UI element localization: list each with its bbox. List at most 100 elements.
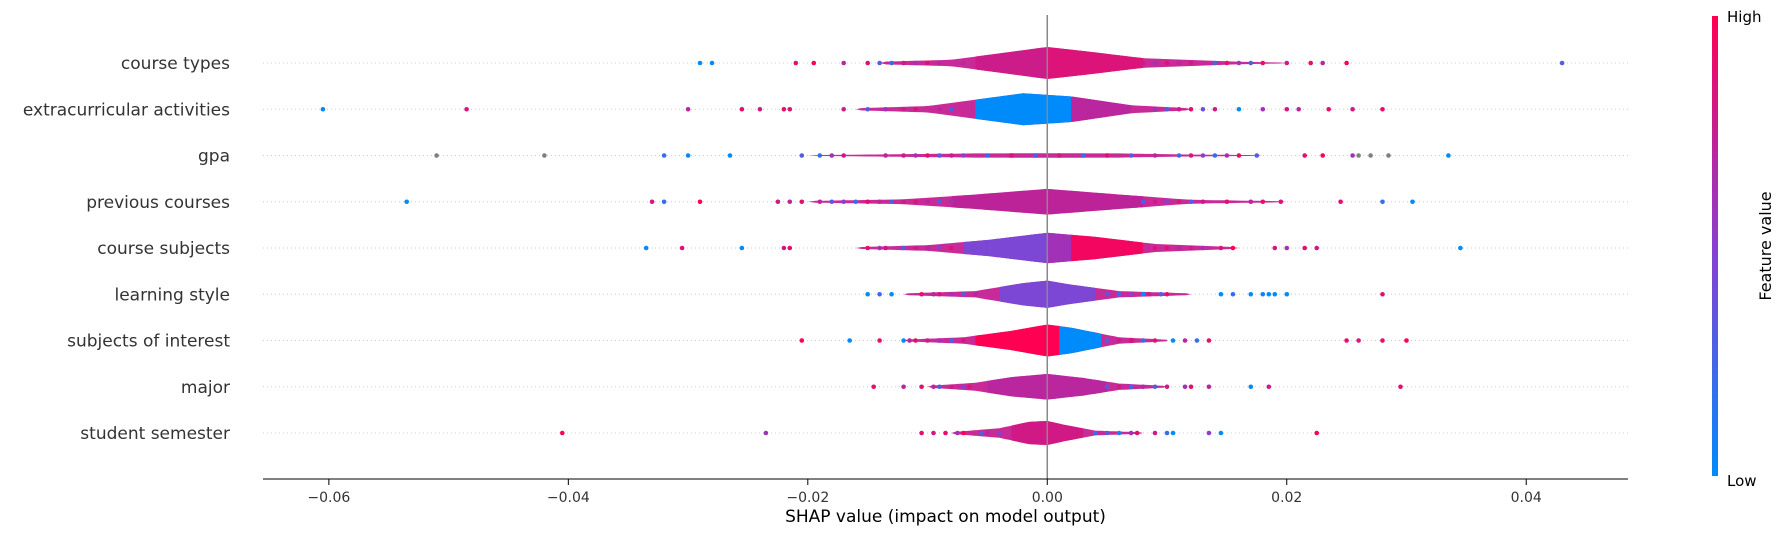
shap-point (1200, 153, 1206, 158)
shap-point (1200, 106, 1206, 112)
shap-point (1380, 106, 1385, 112)
shap-point (1218, 291, 1224, 297)
shap-point (1260, 291, 1266, 297)
shap-point (1164, 430, 1170, 436)
x-tick-label: −0.06 (307, 490, 350, 506)
shap-point (1266, 291, 1272, 297)
shap-point (937, 384, 942, 390)
shap-point (877, 291, 882, 297)
shap-point (811, 60, 817, 66)
shap-point (1212, 153, 1218, 158)
shap-point (1188, 384, 1194, 390)
shap-point (1284, 291, 1290, 297)
shap-point (1284, 245, 1290, 251)
shap-point (1446, 153, 1451, 158)
shap-point (877, 199, 882, 205)
feature-label: gpa (198, 147, 230, 167)
shap-point (1128, 291, 1134, 297)
shap-point (955, 430, 960, 436)
colorbar-high-label: High (1727, 8, 1761, 26)
shap-point (973, 291, 978, 297)
scatter-points (320, 60, 1565, 436)
colorbar-low-label: Low (1727, 472, 1757, 490)
shap-point (1176, 199, 1182, 205)
shap-point (847, 338, 852, 343)
shap-point (985, 430, 990, 436)
shap-point (1218, 245, 1224, 251)
violin-segment (963, 232, 1048, 264)
shap-point (799, 199, 805, 205)
shap-point (1404, 338, 1409, 343)
shap-point (1152, 106, 1158, 112)
shap-point (1152, 245, 1158, 251)
x-tick-label: 0.04 (1511, 490, 1542, 506)
shap-point (919, 384, 924, 390)
shap-point (985, 153, 990, 158)
x-axis-title: SHAP value (impact on model output) (785, 507, 1106, 527)
shap-point (1206, 384, 1212, 390)
shap-point (901, 338, 906, 343)
shap-point (1272, 291, 1278, 297)
shap-point (961, 384, 966, 390)
feature-label: student semester (80, 424, 230, 444)
shap-point (757, 106, 763, 112)
shap-point (937, 60, 942, 66)
shap-point (817, 153, 823, 158)
shap-point (685, 153, 691, 158)
shap-point (697, 199, 703, 205)
shap-point (1224, 60, 1230, 66)
violin-segment (975, 324, 1060, 357)
colorbar: High Low Feature value (1712, 8, 1775, 490)
shap-point (865, 199, 870, 205)
shap-point (1314, 430, 1319, 436)
shap-point (883, 153, 888, 158)
shap-point (1230, 291, 1236, 297)
shap-point (913, 60, 918, 66)
shap-point (1224, 199, 1230, 205)
shap-point (1308, 60, 1313, 66)
shap-point (1164, 60, 1170, 66)
shap-point (1116, 430, 1122, 436)
x-tick-label: 0.00 (1032, 490, 1063, 506)
feature-label: subjects of interest (67, 332, 230, 352)
shap-point (901, 60, 906, 66)
shap-point (919, 291, 924, 297)
shap-point (949, 199, 954, 205)
shap-point (1206, 430, 1212, 436)
shap-point (949, 245, 954, 251)
shap-point (871, 384, 876, 390)
x-axis-ticks: −0.06 −0.04 −0.02 0.00 0.02 0.04 (307, 479, 1542, 506)
shap-point (1140, 338, 1146, 343)
shap-point (320, 106, 326, 112)
shap-point (889, 60, 894, 66)
shap-point (542, 153, 547, 158)
shap-point (901, 199, 906, 205)
feature-label: learning style (114, 285, 230, 305)
feature-label: previous courses (86, 193, 230, 213)
shap-point (931, 384, 936, 390)
shap-point (925, 199, 930, 205)
shap-point (1344, 60, 1349, 66)
shap-point (1380, 199, 1385, 205)
shap-point (1152, 338, 1158, 343)
shap-point (865, 60, 870, 66)
shap-point (937, 245, 942, 251)
shap-point (1104, 430, 1110, 436)
shap-point (1296, 106, 1301, 112)
shap-point (949, 338, 954, 343)
shap-point (937, 106, 942, 112)
shap-point (1236, 106, 1242, 112)
shap-point (1104, 384, 1110, 390)
shap-point (1194, 338, 1200, 343)
shap-point (1152, 199, 1158, 205)
shap-point (1284, 106, 1290, 112)
shap-point (1152, 384, 1158, 390)
shap-point (1128, 430, 1134, 436)
shap-point (1104, 153, 1110, 158)
feature-label: extracurricular activities (23, 100, 230, 120)
shap-point (1320, 153, 1325, 158)
shap-point (1116, 338, 1122, 343)
shap-point (1338, 199, 1343, 205)
